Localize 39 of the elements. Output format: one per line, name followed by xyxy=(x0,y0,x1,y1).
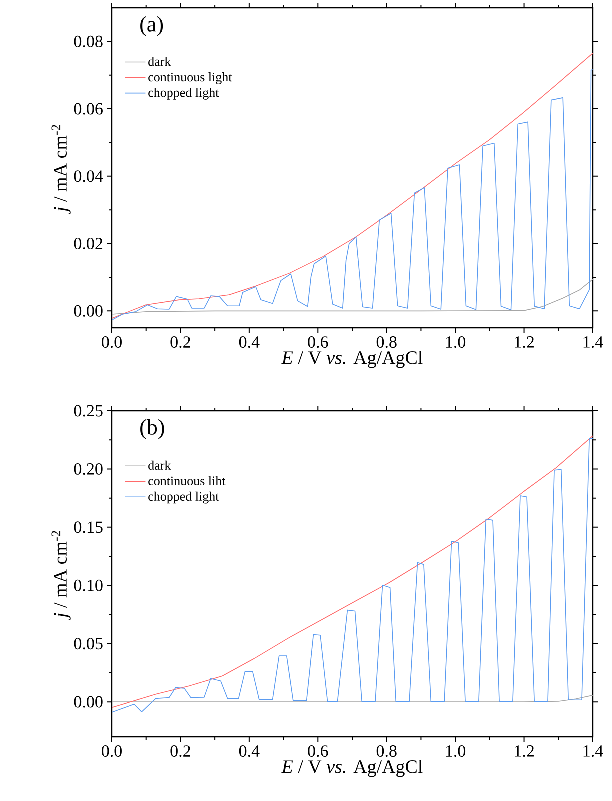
legend-label: dark xyxy=(148,460,172,470)
x-axis-title: E / V vs. Ag/AgCl xyxy=(282,760,423,778)
x-tick-label: 1.4 xyxy=(584,336,604,348)
y-tick-label: 0.20 xyxy=(74,463,103,475)
x-tick-label: 0.6 xyxy=(308,336,328,348)
y-tick-label: 0.10 xyxy=(74,580,103,592)
x-tick-label: 0.6 xyxy=(308,746,328,758)
annotation: (b) xyxy=(140,419,164,440)
legend-label: continuous liht xyxy=(148,476,226,486)
y-tick-label: 0.08 xyxy=(74,36,103,48)
x-tick-label: 0.0 xyxy=(102,746,122,758)
legend-label: chopped light xyxy=(148,492,220,504)
x-tick-label: 1.0 xyxy=(446,746,466,758)
x-tick-label: 0.2 xyxy=(170,746,190,758)
x-tick-label: 1.2 xyxy=(515,746,534,758)
x-tick-label: 0.0 xyxy=(102,336,122,348)
y-tick-label: 0.00 xyxy=(74,305,103,317)
y-tick-label: 0.00 xyxy=(74,696,103,708)
x-tick-label: 0.2 xyxy=(170,336,190,348)
legend-label: chopped light xyxy=(148,88,220,100)
y-axis-title: j / mA cm$^{-2}$ xyxy=(52,531,71,620)
y-tick-label: 0.15 xyxy=(74,522,103,534)
y-tick-label: 0.25 xyxy=(74,405,103,417)
x-tick-label: 0.4 xyxy=(239,746,260,758)
legend-label: continuous light xyxy=(148,72,232,84)
x-tick-label: 0.8 xyxy=(376,746,397,758)
x-tick-label: 0.8 xyxy=(376,336,397,348)
x-tick-label: 1.2 xyxy=(515,336,534,348)
y-axis-title: j / mA cm$^{-2}$ xyxy=(52,125,71,214)
x-tick-label: 0.4 xyxy=(239,336,260,348)
y-tick-label: 0.02 xyxy=(74,238,103,250)
annotation: (a) xyxy=(140,16,164,36)
y-tick-label: 0.04 xyxy=(74,170,104,182)
legend-label: dark xyxy=(148,57,172,66)
y-tick-label: 0.06 xyxy=(74,103,103,115)
x-tick-label: 1.4 xyxy=(584,746,604,757)
x-axis-title: E / V vs. Ag/AgCl xyxy=(282,350,423,368)
y-tick-label: 0.05 xyxy=(74,638,103,650)
x-tick-label: 1.0 xyxy=(446,336,466,348)
